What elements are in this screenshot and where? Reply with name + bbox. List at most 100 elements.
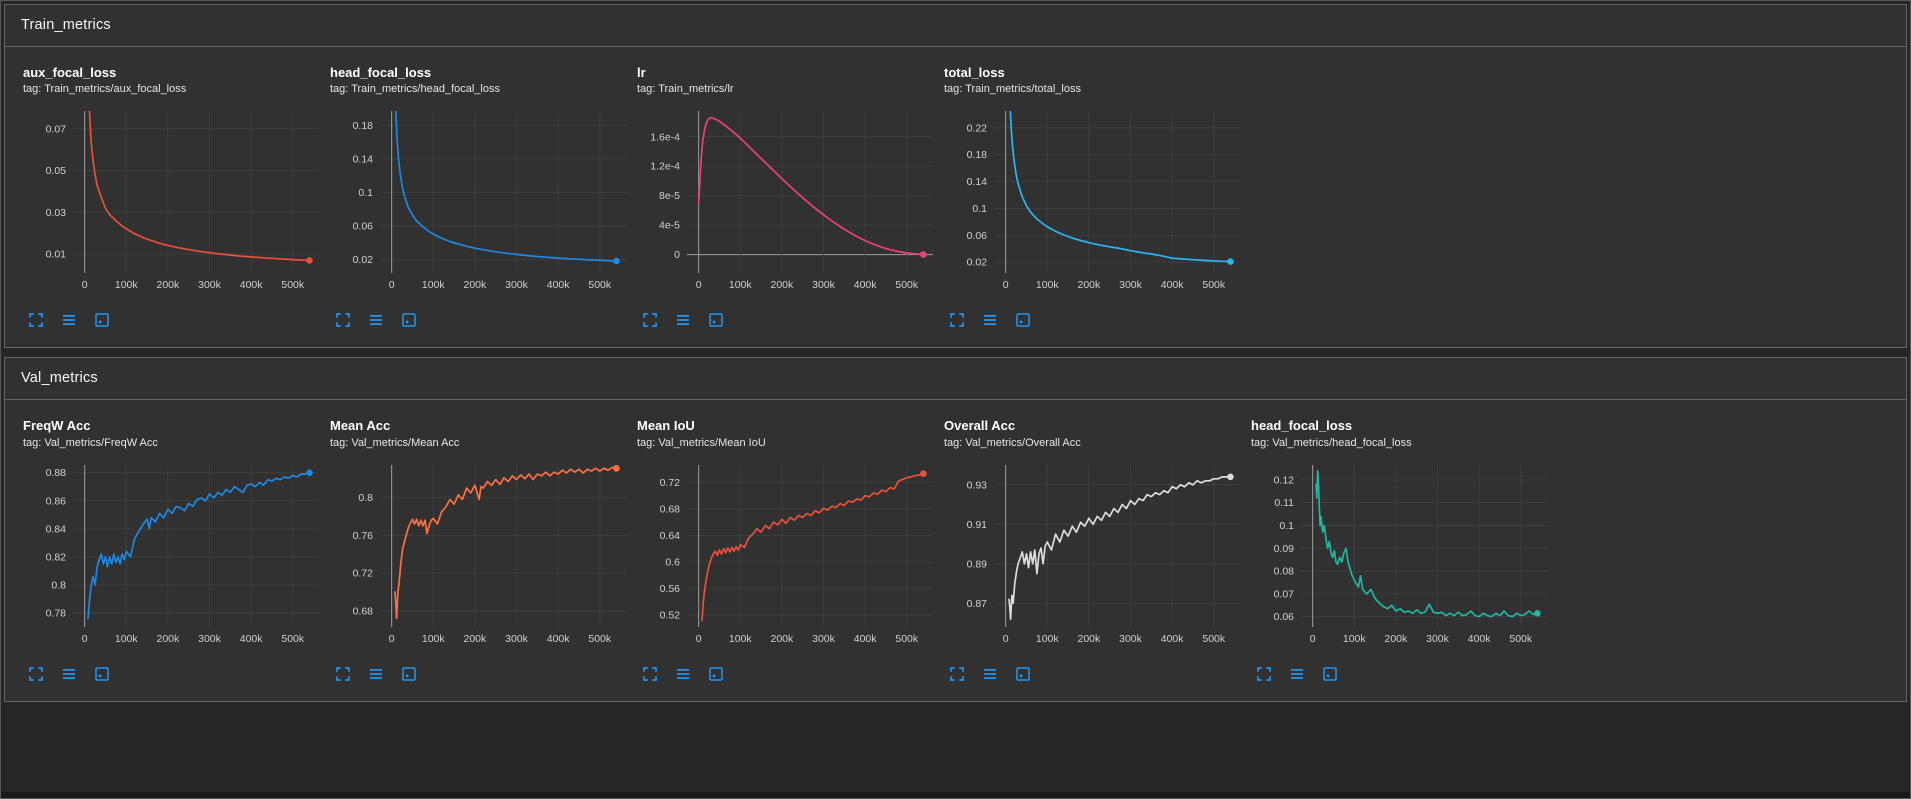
fit-domain-button[interactable]: [1012, 663, 1034, 685]
svg-text:0: 0: [82, 633, 88, 645]
svg-text:500k: 500k: [1509, 633, 1533, 645]
svg-text:1.6e-4: 1.6e-4: [650, 132, 680, 144]
svg-text:400k: 400k: [240, 279, 264, 291]
chart-tag: tag: Train_metrics/total_loss: [944, 83, 1081, 96]
data-table-button[interactable]: [672, 309, 694, 331]
svg-text:0.22: 0.22: [967, 123, 988, 135]
fullscreen-icon: [336, 666, 350, 681]
data-table-button[interactable]: [979, 309, 1001, 331]
svg-text:0.91: 0.91: [967, 518, 988, 530]
svg-text:0.56: 0.56: [660, 582, 681, 594]
expand-chart-button[interactable]: [25, 663, 47, 685]
train-section-header[interactable]: Train_metrics: [5, 5, 1906, 47]
svg-text:200k: 200k: [157, 279, 181, 291]
fullscreen-icon: [950, 313, 964, 328]
data-table-button[interactable]: [365, 309, 387, 331]
expand-chart-button[interactable]: [946, 309, 968, 331]
svg-text:0: 0: [696, 279, 702, 291]
svg-text:0.1: 0.1: [1279, 519, 1294, 531]
chart-tag: tag: Train_metrics/head_focal_loss: [330, 83, 500, 96]
chart-title: lr: [637, 65, 646, 80]
fit-domain-icon: [1016, 666, 1030, 681]
svg-text:0.1: 0.1: [358, 187, 373, 199]
val-section-header[interactable]: Val_metrics: [5, 358, 1906, 401]
chart-toolbar: [330, 299, 627, 343]
svg-text:0: 0: [1310, 633, 1316, 645]
chart-toolbar: [1251, 653, 1548, 697]
expand-chart-button[interactable]: [332, 309, 354, 331]
data-table-icon: [63, 315, 75, 326]
chart-plot[interactable]: 0.68 0.72 0.76 0.8 0 100k 200k 300k 400k 500k: [330, 457, 630, 653]
data-table-icon: [984, 668, 996, 679]
svg-text:0.87: 0.87: [967, 597, 988, 609]
chart-title: FreqW Acc: [23, 418, 91, 434]
chart-card: head_focal_loss tag: Train_metrics/head_…: [324, 63, 631, 343]
data-table-button[interactable]: [1286, 663, 1308, 685]
fit-domain-button[interactable]: [398, 309, 420, 331]
train-section-title: Train_metrics: [21, 17, 111, 33]
svg-text:500k: 500k: [1202, 633, 1226, 645]
svg-text:400k: 400k: [1161, 279, 1185, 291]
svg-text:100k: 100k: [422, 279, 446, 291]
data-table-button[interactable]: [58, 663, 80, 685]
fit-domain-icon: [95, 666, 109, 681]
expand-chart-button[interactable]: [1253, 663, 1275, 685]
chart-plot[interactable]: 0.02 0.06 0.1 0.14 0.18 0.22 0 100k 200k 300k 400k…: [944, 103, 1244, 299]
chart-plot[interactable]: 0.01 0.03 0.05 0.07 0 100k 200k 300k 400k 500k: [23, 103, 323, 299]
expand-chart-button[interactable]: [639, 309, 661, 331]
svg-text:0.12: 0.12: [1274, 474, 1295, 486]
chart-plot[interactable]: 0.52 0.56 0.6 0.64 0.68 0.72 0 100k 200k 300k 400k…: [637, 457, 937, 653]
fullscreen-icon: [336, 313, 350, 328]
data-table-button[interactable]: [365, 663, 387, 685]
svg-text:400k: 400k: [1468, 633, 1492, 645]
expand-chart-button[interactable]: [25, 309, 47, 331]
chart-toolbar: [330, 653, 627, 697]
fit-domain-button[interactable]: [1012, 309, 1034, 331]
fullscreen-icon: [29, 313, 43, 328]
chart-plot[interactable]: 0.87 0.89 0.91 0.93 0 100k 200k 300k 400k 500k: [944, 457, 1244, 653]
chart-card: total_loss tag: Train_metrics/total_loss…: [938, 63, 1245, 343]
svg-text:0: 0: [82, 279, 88, 291]
svg-text:0.68: 0.68: [353, 605, 374, 617]
fit-domain-button[interactable]: [705, 663, 727, 685]
expand-chart-button[interactable]: [332, 663, 354, 685]
fit-domain-button[interactable]: [398, 663, 420, 685]
svg-text:0.14: 0.14: [353, 154, 374, 166]
chart-toolbar: [23, 653, 320, 697]
chart-plot[interactable]: 0.78 0.8 0.82 0.84 0.86 0.88 0 100k 200k 300k 400k…: [23, 457, 323, 653]
fit-domain-icon: [709, 666, 723, 681]
data-table-icon: [984, 315, 996, 326]
fit-domain-button[interactable]: [1319, 663, 1341, 685]
svg-text:400k: 400k: [1161, 633, 1185, 645]
svg-text:0: 0: [389, 279, 395, 291]
fit-domain-button[interactable]: [91, 663, 113, 685]
fullscreen-icon: [643, 666, 657, 681]
svg-text:0.84: 0.84: [46, 523, 67, 535]
chart-plot[interactable]: 0 4e-5 8e-5 1.2e-4 1.6e-4 0 100k 200k 300k 400k 50…: [637, 103, 937, 299]
svg-text:100k: 100k: [115, 279, 139, 291]
svg-text:300k: 300k: [1426, 633, 1450, 645]
chart-plot[interactable]: 0.06 0.07 0.08 0.09 0.1 0.11 0.12 0 100k 200k 300k…: [1251, 457, 1551, 653]
section-val-metrics: Val_metrics FreqW Acc tag: Val_metrics/F…: [4, 357, 1907, 702]
chart-toolbar: [637, 653, 934, 697]
svg-text:0.88: 0.88: [46, 467, 67, 479]
data-table-button[interactable]: [672, 663, 694, 685]
chart-card: aux_focal_loss tag: Train_metrics/aux_fo…: [17, 63, 324, 343]
svg-text:300k: 300k: [812, 279, 836, 291]
data-table-button[interactable]: [979, 663, 1001, 685]
svg-text:300k: 300k: [505, 279, 529, 291]
svg-text:0.07: 0.07: [1274, 588, 1295, 600]
chart-plot[interactable]: 0.02 0.06 0.1 0.14 0.18 0 100k 200k 300k 400k 500k: [330, 103, 630, 299]
svg-text:0.1: 0.1: [972, 203, 987, 215]
chart-tag: tag: Val_metrics/FreqW Acc: [23, 436, 158, 449]
data-table-icon: [1291, 668, 1303, 679]
chart-tag: tag: Train_metrics/lr: [637, 83, 734, 96]
data-table-button[interactable]: [58, 309, 80, 331]
fit-domain-button[interactable]: [705, 309, 727, 331]
fit-domain-button[interactable]: [91, 309, 113, 331]
data-table-icon: [677, 668, 689, 679]
svg-text:0.18: 0.18: [967, 149, 988, 161]
expand-chart-button[interactable]: [946, 663, 968, 685]
expand-chart-button[interactable]: [639, 663, 661, 685]
